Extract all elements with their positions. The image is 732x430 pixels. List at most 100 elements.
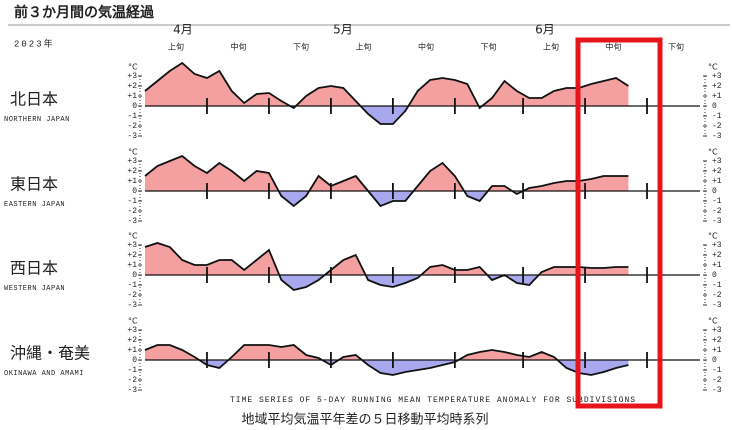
y-tick-label: -3 <box>127 301 137 310</box>
y-tick-label: -2 <box>712 291 722 300</box>
y-tick-label: -2 <box>712 207 722 216</box>
series-line <box>144 154 629 208</box>
y-tick-label: +3 <box>712 241 722 250</box>
y-tick-label: +3 <box>127 241 137 250</box>
area-positive <box>145 63 629 106</box>
dekad-label: 中旬 <box>606 42 622 52</box>
y-tick-label: 0 <box>132 271 137 280</box>
y-tick-label: 0 <box>712 102 717 111</box>
highlight-box <box>575 37 663 409</box>
y-tick-label: +2 <box>712 251 722 260</box>
y-tick-label: 0 <box>132 356 137 365</box>
dekad-label: 中旬 <box>231 42 247 52</box>
series-line <box>144 242 629 291</box>
unit-label: °C <box>708 148 718 157</box>
y-tick-label: +2 <box>712 82 722 91</box>
dekad-label: 上旬 <box>543 42 559 52</box>
dekad-label: 下旬 <box>293 42 309 52</box>
y-tick-label: -1 <box>712 366 722 375</box>
y-tick-label: +2 <box>712 167 722 176</box>
y-tick-label: -3 <box>712 132 722 141</box>
region-name: 西日本 <box>10 259 58 278</box>
y-tick-label: -3 <box>127 386 137 395</box>
y-tick-label: +3 <box>712 72 722 81</box>
y-tick-label: -1 <box>127 197 137 206</box>
y-tick-label: +2 <box>712 336 722 345</box>
y-tick-label: 0 <box>712 271 717 280</box>
month-label: 4月 <box>173 23 193 37</box>
footer-en: TIME SERIES OF 5-DAY RUNNING MEAN TEMPER… <box>230 396 636 405</box>
y-tick-label: +1 <box>127 92 137 101</box>
y-tick-label: +1 <box>712 92 722 101</box>
y-tick-label: +1 <box>127 261 137 270</box>
y-tick-label: -2 <box>712 122 722 131</box>
unit-label: °C <box>128 63 138 72</box>
area-positive <box>145 243 629 275</box>
y-tick-label: -1 <box>712 112 722 121</box>
dekad-label: 下旬 <box>668 42 684 52</box>
unit-label: °C <box>708 317 718 326</box>
y-tick-label: -1 <box>127 366 137 375</box>
region-name-en: WESTERN JAPAN <box>4 285 65 293</box>
y-tick-label: -2 <box>127 207 137 216</box>
y-tick-label: +1 <box>127 177 137 186</box>
y-tick-label: -3 <box>712 301 722 310</box>
y-tick-label: -3 <box>712 386 722 395</box>
y-tick-label: +2 <box>127 167 137 176</box>
y-tick-label: 0 <box>712 356 717 365</box>
y-tick-label: -1 <box>712 197 722 206</box>
series-line <box>144 344 629 376</box>
footer-ja: 地域平均気温平年差の５日移動平均時系列 <box>241 412 488 428</box>
area-negative <box>145 275 629 290</box>
region-name-en: OKINAWA AND AMAMI <box>4 370 84 378</box>
area-negative <box>145 191 629 206</box>
y-tick-label: 0 <box>132 187 137 196</box>
y-tick-label: -2 <box>712 376 722 385</box>
y-tick-label: -3 <box>712 217 722 226</box>
y-tick-label: +1 <box>712 346 722 355</box>
area-negative <box>145 106 629 124</box>
region-name: 沖縄・奄美 <box>10 344 90 363</box>
region-name: 北日本 <box>10 90 58 109</box>
region-name-en: EASTERN JAPAN <box>4 201 65 209</box>
area-positive <box>145 156 629 191</box>
y-tick-label: +1 <box>712 177 722 186</box>
y-tick-label: +1 <box>712 261 722 270</box>
y-tick-label: 0 <box>132 102 137 111</box>
area-positive <box>145 345 629 360</box>
y-tick-label: +3 <box>712 157 722 166</box>
dekad-label: 下旬 <box>481 42 497 52</box>
unit-label: °C <box>708 63 718 72</box>
y-tick-label: -2 <box>127 122 137 131</box>
y-tick-label: -1 <box>127 112 137 121</box>
y-tick-label: +3 <box>127 326 137 335</box>
y-tick-label: +3 <box>712 326 722 335</box>
area-negative <box>145 360 629 375</box>
y-tick-label: +1 <box>127 346 137 355</box>
y-tick-label: +2 <box>127 251 137 260</box>
y-tick-label: -3 <box>127 217 137 226</box>
region-name-en: NORTHERN JAPAN <box>4 116 70 124</box>
dekad-label: 中旬 <box>418 42 434 52</box>
series-line <box>144 61 629 125</box>
dekad-label: 上旬 <box>356 42 372 52</box>
y-tick-label: +3 <box>127 157 137 166</box>
region-name: 東日本 <box>10 175 58 194</box>
y-tick-label: +3 <box>127 72 137 81</box>
y-tick-label: +2 <box>127 82 137 91</box>
unit-label: °C <box>128 232 138 241</box>
y-tick-label: -1 <box>127 281 137 290</box>
y-tick-label: -2 <box>127 376 137 385</box>
y-tick-label: +2 <box>127 336 137 345</box>
year-label: 2023年 <box>14 37 55 49</box>
y-tick-label: -2 <box>127 291 137 300</box>
month-label: 6月 <box>535 23 555 37</box>
dekad-label: 上旬 <box>168 42 184 52</box>
y-tick-label: -3 <box>127 132 137 141</box>
page-title: 前３か月間の気温経過 <box>14 4 155 21</box>
unit-label: °C <box>708 232 718 241</box>
unit-label: °C <box>128 148 138 157</box>
y-tick-label: 0 <box>712 187 717 196</box>
y-tick-label: -1 <box>712 281 722 290</box>
